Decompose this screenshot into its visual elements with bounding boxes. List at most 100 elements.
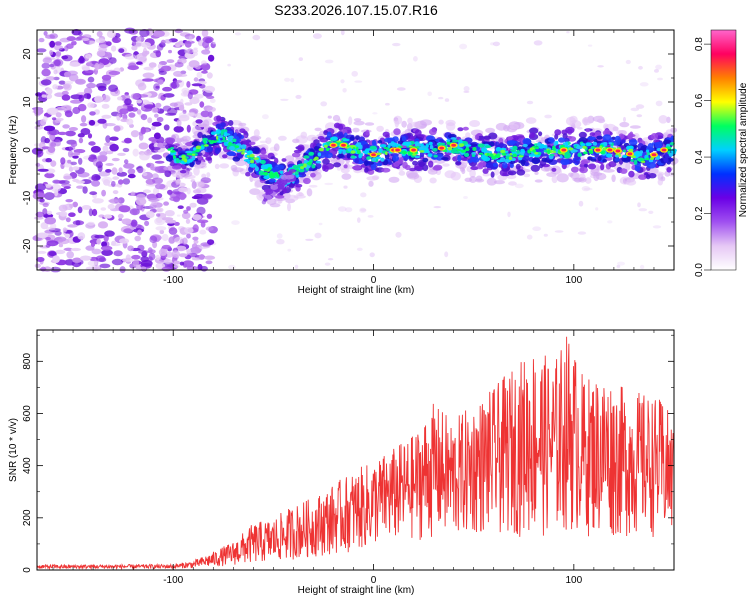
signal-blob (568, 147, 574, 151)
noise-blob (111, 157, 120, 162)
noise-blob (174, 236, 185, 244)
noise-blob (110, 243, 121, 247)
noise-blob (36, 232, 49, 239)
signal-blob (509, 153, 513, 156)
signal-blob (568, 172, 574, 177)
signal-blob (203, 141, 207, 144)
signal-blob (492, 162, 498, 167)
noise-blob (75, 220, 81, 226)
signal-blob (629, 125, 641, 129)
signal-blob (350, 150, 356, 154)
noise-blob (95, 38, 106, 44)
noise-blob (41, 68, 51, 77)
noise-blob (359, 207, 367, 214)
signal-blob (628, 139, 638, 146)
colorbar-tick-label: 0.2 (694, 206, 705, 220)
signal-blob (658, 115, 668, 124)
noise-blob (298, 57, 303, 61)
noise-blob (97, 44, 109, 49)
noise-blob (184, 40, 192, 48)
hotspot-core (661, 148, 667, 152)
signal-blob (346, 152, 351, 159)
noise-blob (121, 218, 132, 225)
signal-blob (446, 139, 451, 143)
signal-blob (579, 166, 588, 174)
hotspot-core (411, 148, 416, 152)
signal-blob (287, 202, 291, 212)
noise-blob (444, 251, 449, 258)
noise-blob (127, 168, 136, 175)
noise-blob (62, 124, 70, 129)
signal-blob (478, 152, 484, 155)
noise-blob (155, 226, 167, 231)
noise-blob (577, 127, 583, 130)
signal-blob (253, 129, 260, 137)
noise-blob (97, 221, 109, 229)
signal-blob (414, 155, 421, 159)
noise-blob (203, 85, 216, 93)
signal-blob (414, 129, 422, 137)
signal-blob (260, 159, 266, 165)
signal-blob (456, 149, 461, 152)
signal-blob (303, 163, 307, 168)
noise-blob (354, 80, 363, 83)
noise-blob (182, 237, 188, 245)
signal-blob (554, 129, 562, 136)
noise-blob (532, 226, 542, 231)
signal-blob (572, 159, 577, 164)
snr-panel: -100 0 100 0 200 400 600 800 Height of straight… (8, 329, 675, 596)
signal-blob (235, 145, 240, 149)
noise-blob (155, 50, 162, 58)
signal-blob (375, 156, 381, 160)
noise-blob (131, 40, 137, 46)
signal-blob (288, 169, 296, 173)
signal-blob (210, 131, 217, 135)
noise-blob (70, 247, 82, 252)
signal-blob (641, 160, 646, 163)
noise-blob (625, 59, 631, 65)
signal-blob (523, 173, 531, 178)
signal-blob (522, 143, 528, 148)
signal-blob (351, 165, 362, 170)
signal-blob (553, 141, 557, 147)
signal-blob (418, 161, 425, 167)
signal-blob (237, 149, 242, 152)
noise-blob (194, 93, 204, 99)
signal-blob (507, 170, 517, 176)
signal-blob (195, 145, 202, 150)
signal-blob (268, 172, 273, 177)
signal-blob (286, 194, 299, 202)
x-tick-label: -100 (163, 275, 183, 286)
noise-blob (174, 61, 184, 68)
signal-blob (587, 156, 593, 161)
noise-blob (182, 109, 187, 115)
signal-blob (501, 152, 507, 156)
noise-blob (160, 65, 172, 72)
signal-blob (628, 145, 634, 150)
noise-blob (657, 77, 663, 81)
noise-blob (543, 233, 548, 237)
noise-blob (94, 95, 104, 104)
noise-blob (308, 184, 318, 188)
signal-blob (462, 126, 469, 131)
noise-blob (262, 114, 269, 120)
noise-blob (65, 217, 71, 223)
noise-blob (54, 188, 59, 197)
signal-blob (370, 163, 377, 171)
x-tick-label: -100 (163, 575, 183, 586)
signal-blob (317, 152, 322, 157)
signal-blob (410, 121, 422, 128)
noise-blob (344, 207, 353, 213)
noise-blob (75, 180, 85, 184)
signal-blob (516, 169, 526, 176)
signal-blob (646, 151, 650, 156)
signal-blob (384, 151, 388, 156)
noise-blob (652, 225, 662, 229)
signal-blob (551, 167, 557, 172)
noise-blob (655, 64, 662, 70)
signal-blob (310, 172, 316, 178)
noise-blob (44, 216, 56, 225)
signal-blob (576, 144, 580, 150)
noise-blob (186, 81, 191, 88)
signal-blob (324, 144, 328, 148)
